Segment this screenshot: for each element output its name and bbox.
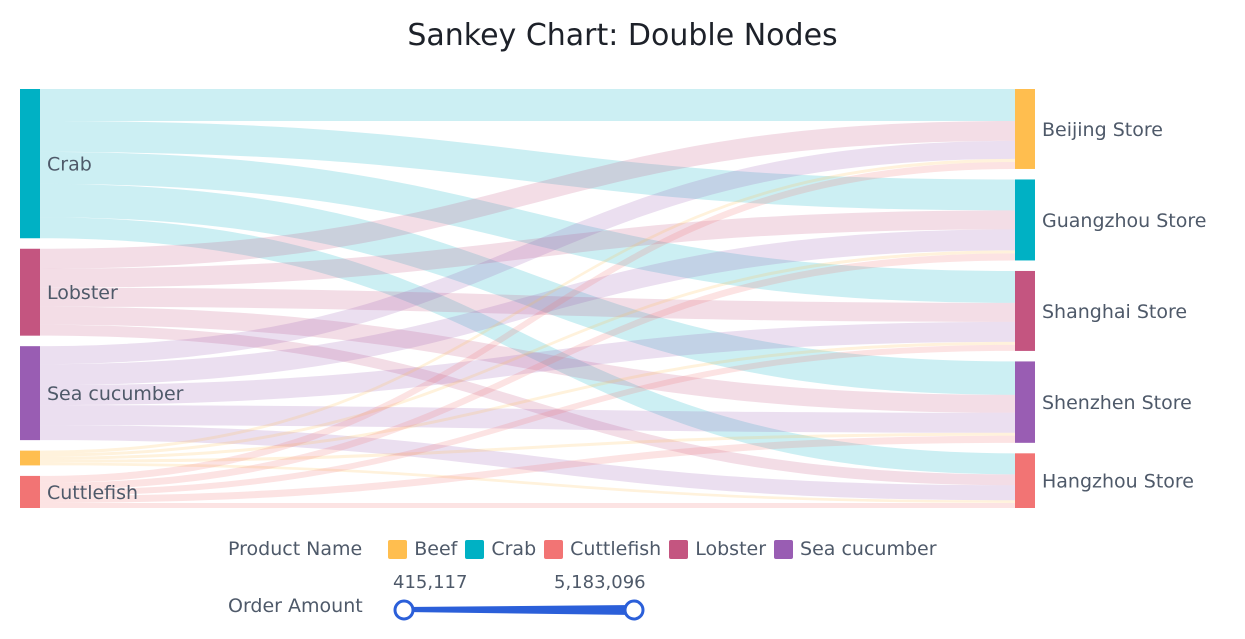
sankey-node[interactable] <box>20 248 40 336</box>
node-label: Beijing Store <box>1042 119 1163 141</box>
sankey-link[interactable] <box>40 287 1015 322</box>
chart-title: Sankey Chart: Double Nodes <box>407 18 838 53</box>
sankey-link[interactable] <box>40 462 1015 503</box>
sankey-link[interactable] <box>40 344 1015 496</box>
node-label: Guangzhou Store <box>1042 210 1206 232</box>
sankey-node[interactable] <box>20 346 40 441</box>
sankey-link[interactable] <box>40 425 1015 501</box>
visual-map-title: Order Amount <box>228 595 363 617</box>
node-label: Shanghai Store <box>1042 301 1187 323</box>
legend-swatch <box>388 539 408 559</box>
sankey-link[interactable] <box>40 432 1015 463</box>
sankey-link[interactable] <box>40 140 1015 365</box>
sankey-link[interactable] <box>40 89 1015 121</box>
sankey-link[interactable] <box>40 250 1015 457</box>
node-label: Shenzhen Store <box>1042 392 1192 414</box>
legend-swatch <box>465 539 485 559</box>
legend-swatch <box>544 539 564 559</box>
sankey-link[interactable] <box>40 210 1015 288</box>
sankey-link[interactable] <box>40 217 1015 475</box>
legend-swatch <box>774 539 794 559</box>
legend-item[interactable]: Lobster <box>669 538 766 560</box>
sankey-link[interactable] <box>40 435 1015 503</box>
node-label: Lobster <box>47 282 118 304</box>
visual-map-min-label: 415,117 <box>393 572 468 593</box>
sankey-link[interactable] <box>40 151 1015 303</box>
sankey-link[interactable] <box>40 253 1015 490</box>
legend-item[interactable]: Cuttlefish <box>544 538 661 560</box>
sankey-node[interactable] <box>20 89 40 239</box>
sankey-link[interactable] <box>40 306 1015 413</box>
legend-label: Beef <box>414 538 458 560</box>
sankey-link[interactable] <box>40 324 1015 486</box>
sankey-link[interactable] <box>40 229 1015 386</box>
sankey-node[interactable] <box>1015 89 1035 169</box>
legend-title: Product Name <box>228 538 363 560</box>
visual-map-max-label: 5,183,096 <box>554 572 646 593</box>
sankey-node[interactable] <box>20 450 40 466</box>
legend-item[interactable]: Crab <box>465 538 536 560</box>
legend-label: Crab <box>491 538 537 560</box>
sankey-link[interactable] <box>40 158 1015 454</box>
sankey-node[interactable] <box>1015 453 1035 508</box>
sankey-link[interactable] <box>40 120 1015 211</box>
node-label: Hangzhou Store <box>1042 471 1194 493</box>
legend-swatch <box>669 539 689 559</box>
node-label: Cuttlefish <box>47 482 138 504</box>
legend-label: Lobster <box>695 538 767 560</box>
visual-map-label: Order Amount <box>228 595 363 617</box>
sankey-node[interactable] <box>1015 270 1035 351</box>
sankey-link[interactable] <box>40 502 1015 508</box>
sankey-link[interactable] <box>40 161 1015 483</box>
sankey-link[interactable] <box>40 120 1015 269</box>
legend-item[interactable]: Sea cucumber <box>774 538 937 560</box>
legend-label: Cuttlefish <box>570 538 662 560</box>
legend-label: Sea cucumber <box>800 538 937 560</box>
sankey-node[interactable] <box>1015 179 1035 261</box>
node-label: Crab <box>47 154 92 176</box>
sankey-node[interactable] <box>20 475 40 508</box>
sankey-link[interactable] <box>40 405 1015 433</box>
sankey-link[interactable] <box>40 341 1015 460</box>
sankey-node[interactable] <box>1015 361 1035 443</box>
legend-item[interactable]: Beef <box>388 538 457 560</box>
node-label: Sea cucumber <box>47 383 184 405</box>
sankey-link[interactable] <box>40 183 1015 395</box>
legend: Product Name Beef Crab Cuttlefish Lobster Se… <box>228 538 945 560</box>
sankey-link[interactable] <box>40 321 1015 406</box>
